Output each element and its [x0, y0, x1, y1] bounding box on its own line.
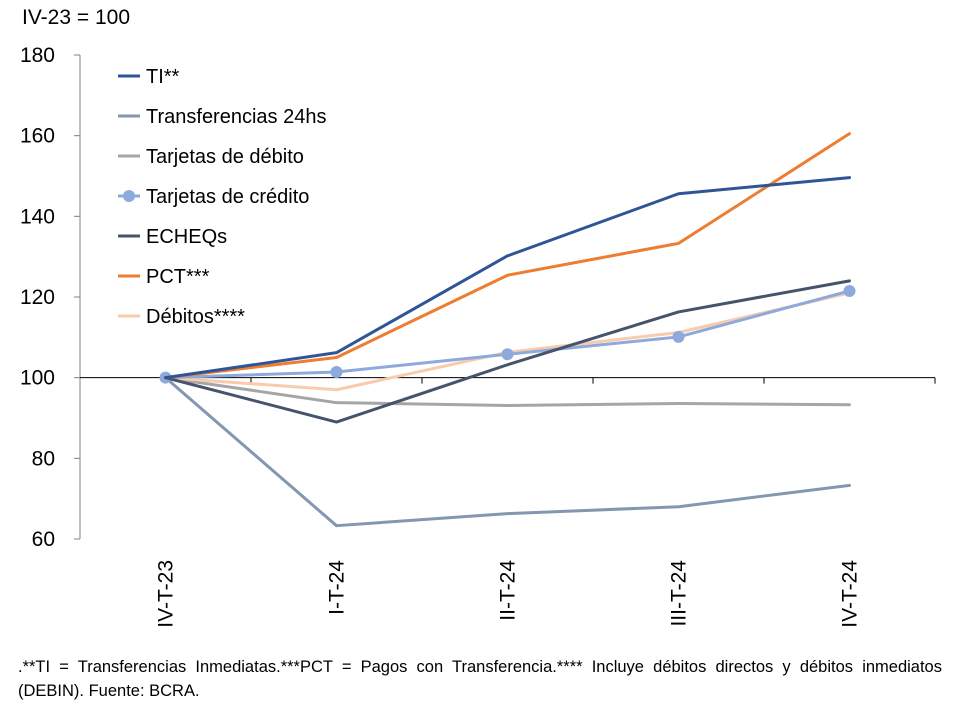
- x-axis: IV-T-23 I-T-24 II-T-24 III-T-24 IV-T-24: [80, 377, 936, 628]
- y-tick-label: 120: [20, 286, 55, 309]
- legend-marker: [123, 190, 135, 202]
- y-tick-label: 60: [32, 528, 55, 551]
- series-line: [164, 176, 851, 380]
- y-tick-label: 100: [20, 367, 55, 390]
- y-tick-label: 160: [20, 125, 55, 148]
- x-tick-label: III-T-24: [668, 560, 691, 627]
- data-point: [330, 366, 343, 379]
- legend: TI** Transferencias 24hs Tarjetas de débit…: [118, 66, 326, 328]
- series-line: [164, 279, 851, 424]
- legend-label: Tarjetas de débito: [146, 146, 304, 168]
- y-tick-label: 180: [20, 44, 55, 67]
- series-line: [164, 376, 851, 407]
- series-line: [164, 132, 851, 380]
- y-tick-label: 80: [32, 447, 55, 470]
- data-point: [672, 330, 685, 343]
- y-axis: 60 80 100 120 140 160 180: [20, 44, 81, 551]
- data-point: [501, 348, 514, 361]
- series-lines: [159, 132, 856, 528]
- line-chart: 60 80 100 120 140 160 180 IV-T-23 I-T-24 II-T-24…: [20, 44, 936, 628]
- x-tick-label: IV-T-24: [839, 560, 862, 628]
- footnote: .**TI = Transferencias Inmediatas.***PCT…: [18, 658, 942, 700]
- legend-label: Transferencias 24hs: [146, 106, 326, 128]
- legend-label: Tarjetas de crédito: [146, 186, 309, 208]
- data-point: [843, 284, 856, 297]
- legend-label: TI**: [146, 66, 180, 88]
- y-axis-unit-label: IV-23 = 100: [22, 6, 131, 29]
- legend-label: Débitos****: [146, 306, 245, 328]
- x-tick-label: IV-T-23: [155, 560, 178, 628]
- legend-label: ECHEQs: [146, 226, 227, 248]
- legend-label: PCT***: [146, 266, 210, 288]
- y-tick-label: 140: [20, 205, 55, 228]
- series-line: [164, 376, 851, 528]
- x-tick-label: II-T-24: [497, 560, 520, 621]
- x-tick-label: I-T-24: [326, 560, 349, 615]
